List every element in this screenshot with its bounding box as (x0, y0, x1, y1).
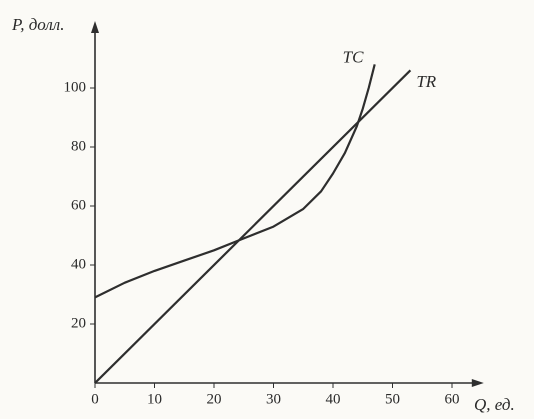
y-arrow (91, 21, 99, 33)
x-tick-label: 60 (445, 391, 460, 407)
x-tick-label: 0 (91, 391, 99, 407)
x-tick-label: 20 (207, 391, 222, 407)
y-tick-label: 40 (71, 256, 86, 272)
x-arrow (471, 379, 484, 387)
y-axis-label: P, долл. (11, 15, 64, 34)
x-axis-label: Q, ед. (474, 395, 515, 414)
x-tick-label: 30 (266, 391, 281, 407)
y-tick-label: 80 (71, 138, 86, 154)
series-line (94, 69, 412, 384)
y-tick-label: 20 (71, 315, 86, 331)
x-tick-label: 40 (326, 391, 341, 407)
y-tick-label: 60 (71, 197, 86, 213)
series-label: TR (416, 72, 436, 91)
x-tick-label: 10 (147, 391, 162, 407)
y-tick-label: 100 (64, 79, 87, 95)
series-label: TC (343, 47, 364, 66)
x-tick-label: 50 (385, 391, 400, 407)
series-line (94, 64, 376, 299)
